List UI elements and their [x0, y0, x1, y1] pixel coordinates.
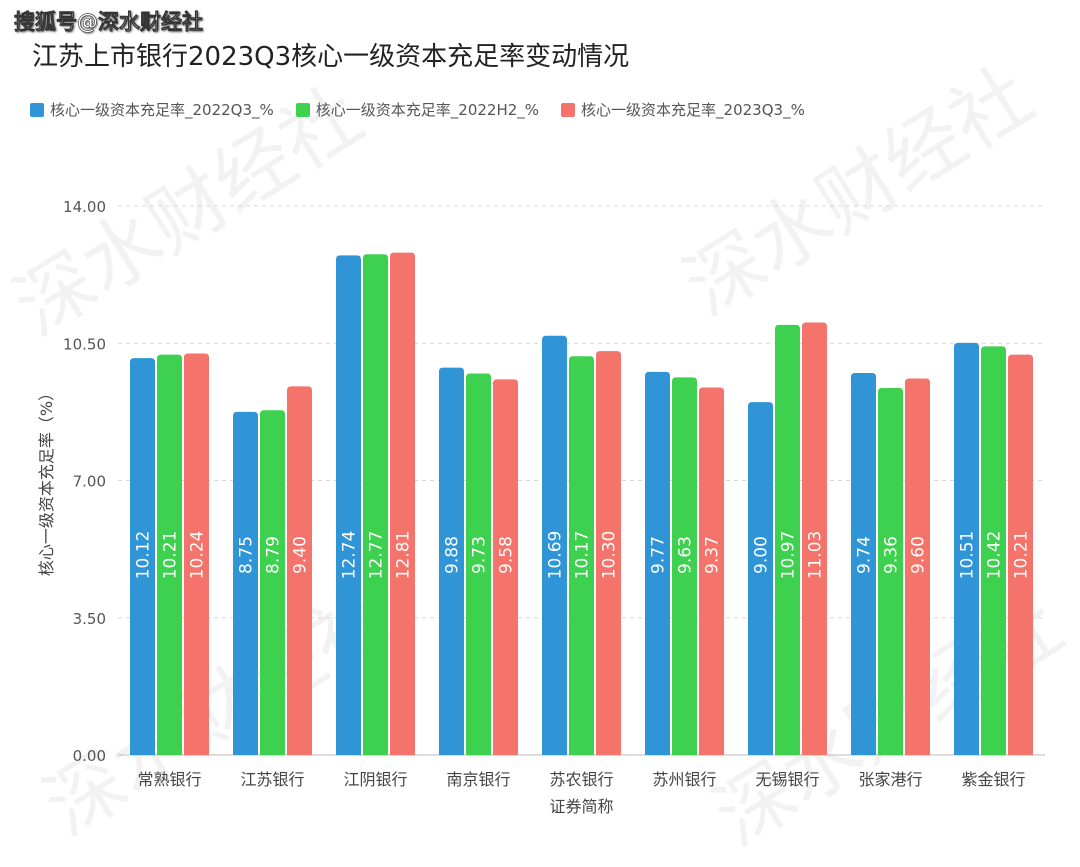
bar [802, 322, 827, 755]
bar [775, 324, 800, 755]
data-label: 12.77 [367, 531, 387, 580]
legend-item-2023q3[interactable]: 核心一级资本充足率_2023Q3_% [561, 99, 805, 120]
data-label: 9.63 [676, 536, 696, 574]
data-label: 9.77 [649, 536, 669, 574]
data-label: 8.79 [264, 536, 284, 574]
bar [672, 377, 697, 755]
data-label: 10.17 [573, 531, 593, 580]
source-watermark: 搜狐号@深水财经社 [14, 10, 204, 35]
legend-label: 核心一级资本充足率_2022Q3_% [50, 101, 274, 119]
bar [954, 342, 979, 755]
data-label: 10.42 [985, 531, 1005, 580]
data-label: 9.36 [882, 536, 902, 574]
bar [569, 356, 594, 755]
x-tick-label: 紫金银行 [961, 770, 1025, 789]
bar [699, 387, 724, 755]
data-label: 10.12 [134, 531, 154, 580]
bar [363, 254, 388, 755]
y-tick-label: 14.00 [63, 198, 106, 216]
data-label: 9.00 [752, 536, 772, 574]
data-label: 12.81 [394, 531, 414, 580]
x-axis-title: 证券简称 [549, 797, 613, 816]
y-tick-label: 10.50 [63, 335, 106, 353]
data-label: 11.03 [806, 531, 826, 580]
data-label: 9.73 [470, 536, 490, 574]
x-tick-label: 常熟银行 [137, 770, 201, 789]
y-axis-title: 核心一级资本充足率（%） [37, 385, 56, 576]
data-label: 10.69 [546, 531, 566, 580]
bar [336, 255, 361, 755]
bar [493, 379, 518, 755]
data-label: 8.75 [237, 536, 257, 574]
y-tick-label: 3.50 [73, 610, 106, 628]
data-label: 9.40 [291, 536, 311, 574]
legend-label: 核心一级资本充足率_2022H2_% [315, 101, 540, 119]
bar [439, 367, 464, 755]
bar [748, 402, 773, 755]
x-tick-label: 无锡银行 [755, 770, 819, 789]
x-tick-label: 南京银行 [446, 770, 510, 789]
bar [184, 353, 209, 755]
y-tick-label: 7.00 [73, 473, 106, 491]
legend-swatch [561, 102, 576, 117]
bar [596, 351, 621, 755]
bar [157, 354, 182, 755]
bar [851, 373, 876, 755]
chart-title: 江苏上市银行2023Q3核心一级资本充足率变动情况 [32, 42, 630, 72]
data-label: 10.97 [779, 531, 799, 580]
y-tick-label: 0.00 [73, 747, 106, 765]
legend-swatch [295, 102, 310, 117]
legend-item-2022q3[interactable]: 核心一级资本充足率_2022Q3_% [30, 99, 274, 120]
x-tick-label: 江阴银行 [343, 770, 407, 789]
bar [233, 411, 258, 755]
bar [645, 371, 670, 755]
x-tick-label: 苏州银行 [652, 770, 716, 789]
bar [1008, 354, 1033, 755]
legend-label: 核心一级资本充足率_2023Q3_% [581, 101, 805, 119]
legend-item-2022h2[interactable]: 核心一级资本充足率_2022H2_% [295, 99, 540, 120]
bar [130, 358, 155, 755]
data-label: 10.21 [161, 531, 181, 580]
data-label: 12.74 [340, 531, 360, 580]
data-label: 10.24 [188, 531, 208, 580]
data-label: 9.58 [497, 536, 517, 574]
data-label: 9.88 [443, 536, 463, 574]
bar [287, 386, 312, 755]
data-label: 10.51 [958, 531, 978, 580]
bar [878, 387, 903, 755]
legend: 核心一级资本充足率_2022Q3_% 核心一级资本充足率_2022H2_% 核心… [30, 99, 805, 120]
data-label: 9.37 [703, 536, 723, 574]
x-tick-label: 江苏银行 [240, 770, 304, 789]
bar [905, 378, 930, 755]
data-label: 9.74 [855, 536, 875, 574]
bar [390, 252, 415, 756]
bar [981, 346, 1006, 755]
data-label: 10.30 [600, 531, 620, 580]
bar-chart: 0.00 3.50 7.00 10.50 14.00 核心一级资本充足率（%） 10.12 1… [37, 198, 1045, 816]
data-label: 10.21 [1012, 531, 1032, 580]
bar [260, 410, 285, 755]
x-tick-label: 苏农银行 [549, 770, 613, 789]
x-tick-label: 张家港行 [858, 770, 922, 789]
bar [542, 335, 567, 755]
bar [466, 373, 491, 755]
legend-swatch [30, 102, 44, 117]
data-label: 9.60 [909, 536, 929, 574]
